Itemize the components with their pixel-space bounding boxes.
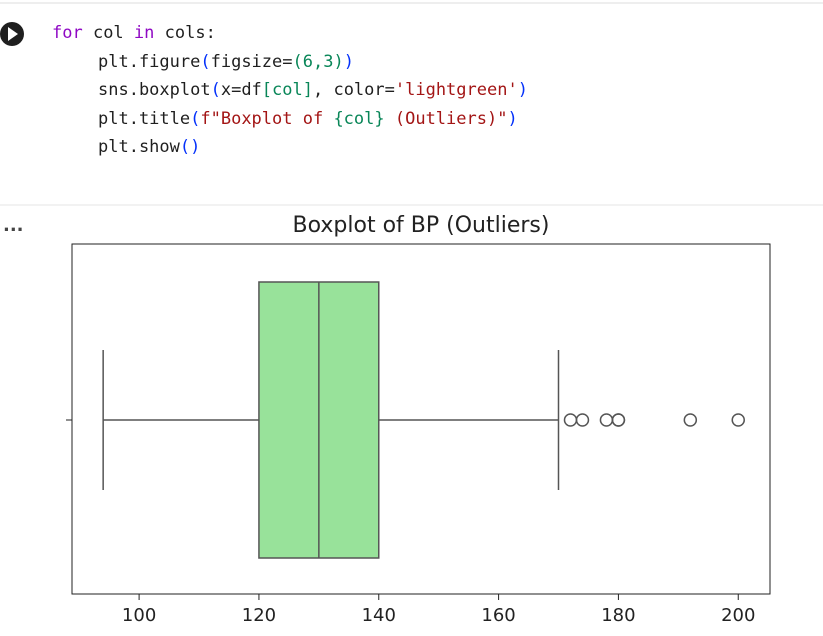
code-token: [col]: [261, 80, 313, 100]
code-token: (Outliers)": [384, 108, 508, 129]
code-token: for: [52, 23, 83, 43]
outlier: [563, 413, 578, 427]
code-token: plt.title: [98, 108, 191, 129]
outlier: [575, 413, 590, 427]
outlier: [731, 413, 745, 427]
run-button[interactable]: [0, 22, 24, 46]
x-tick-label: 120: [242, 605, 276, 626]
code-token: in: [133, 23, 155, 43]
code-token: plt.figure: [98, 51, 201, 72]
code-token: cols:: [154, 23, 216, 43]
code-token: ): [343, 51, 354, 72]
code-line: sns.boxplot(x=df[col], color='lightgreen…: [52, 76, 528, 105]
code-editor[interactable]: for col in cols: plt.figure(figsize=(6,3)…: [52, 19, 528, 162]
code-token: , color=: [312, 80, 395, 100]
outlier: [599, 413, 614, 427]
code-token: ): [507, 108, 518, 129]
axes-frame: [71, 243, 771, 595]
code-token: {col}: [333, 108, 385, 129]
code-token: ): [517, 80, 528, 100]
output-marker: ...: [3, 215, 24, 236]
x-tick-label: 140: [362, 605, 396, 626]
code-line: plt.show(): [52, 133, 528, 162]
code-token: (: [210, 80, 221, 100]
x-tick-label: 200: [721, 605, 755, 626]
code-token: (: [190, 108, 201, 129]
code-token: (6,3): [292, 51, 344, 72]
code-token: 'lightgreen': [394, 80, 518, 100]
code-line: plt.title(f"Boxplot of {col} (Outliers)"…: [52, 105, 528, 134]
code-token: col: [82, 23, 134, 43]
code-line: for col in cols:: [52, 19, 528, 48]
code-token: figsize=: [210, 51, 293, 72]
x-tick-label: 100: [122, 605, 156, 626]
code-token: (: [200, 51, 211, 72]
chart-title: Boxplot of BP (Outliers): [293, 213, 550, 238]
code-line: plt.figure(figsize=(6,3)): [52, 48, 528, 77]
outlier: [683, 413, 698, 427]
x-tick-label: 180: [601, 605, 635, 626]
code-token: sns.boxplot: [98, 80, 211, 100]
x-tick-label: 160: [481, 605, 515, 626]
code-token: (): [179, 137, 201, 157]
outlier: [611, 413, 626, 427]
code-token: f"Boxplot of: [200, 108, 334, 129]
code-token: plt.show: [98, 137, 180, 157]
code-token: x=df: [220, 80, 262, 100]
